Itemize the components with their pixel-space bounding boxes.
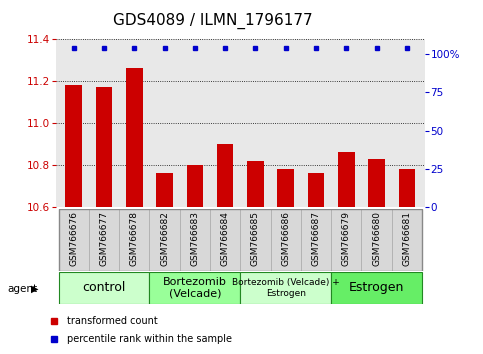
Bar bbox=[149, 272, 241, 304]
Text: GDS4089 / ILMN_1796177: GDS4089 / ILMN_1796177 bbox=[113, 12, 313, 29]
Bar bbox=[308, 173, 325, 207]
Text: agent: agent bbox=[7, 284, 37, 294]
Bar bbox=[338, 153, 355, 207]
Bar bbox=[368, 159, 385, 207]
Bar bbox=[331, 209, 361, 271]
Bar bbox=[398, 169, 415, 207]
Bar bbox=[210, 209, 241, 271]
Bar bbox=[277, 169, 294, 207]
Text: GSM766676: GSM766676 bbox=[69, 211, 78, 266]
Bar bbox=[126, 68, 142, 207]
Text: GSM766679: GSM766679 bbox=[342, 211, 351, 266]
Bar bbox=[58, 209, 89, 271]
Text: Bortezomib (Velcade) +
Estrogen: Bortezomib (Velcade) + Estrogen bbox=[232, 278, 340, 298]
Text: GSM766686: GSM766686 bbox=[281, 211, 290, 266]
Bar bbox=[65, 85, 82, 207]
Bar bbox=[247, 161, 264, 207]
Text: GSM766678: GSM766678 bbox=[130, 211, 139, 266]
Bar bbox=[186, 165, 203, 207]
Text: GSM766685: GSM766685 bbox=[251, 211, 260, 266]
Text: GSM766684: GSM766684 bbox=[221, 211, 229, 266]
Bar bbox=[119, 209, 149, 271]
Bar bbox=[180, 209, 210, 271]
Bar bbox=[241, 272, 331, 304]
Text: Estrogen: Estrogen bbox=[349, 281, 404, 295]
Text: Bortezomib
(Velcade): Bortezomib (Velcade) bbox=[163, 277, 227, 299]
Text: control: control bbox=[82, 281, 126, 295]
Text: GSM766677: GSM766677 bbox=[99, 211, 109, 266]
Bar bbox=[149, 209, 180, 271]
Text: GSM766680: GSM766680 bbox=[372, 211, 381, 266]
Bar bbox=[392, 209, 422, 271]
Text: GSM766687: GSM766687 bbox=[312, 211, 321, 266]
Text: transformed count: transformed count bbox=[67, 316, 157, 326]
Bar bbox=[331, 272, 422, 304]
Bar bbox=[89, 209, 119, 271]
Text: GSM766683: GSM766683 bbox=[190, 211, 199, 266]
Bar bbox=[58, 272, 149, 304]
Bar bbox=[301, 209, 331, 271]
Bar bbox=[156, 173, 173, 207]
Bar bbox=[217, 144, 233, 207]
Text: ▶: ▶ bbox=[31, 284, 39, 294]
Text: GSM766681: GSM766681 bbox=[402, 211, 412, 266]
Text: GSM766682: GSM766682 bbox=[160, 211, 169, 266]
Bar bbox=[361, 209, 392, 271]
Bar bbox=[241, 209, 270, 271]
Text: percentile rank within the sample: percentile rank within the sample bbox=[67, 334, 232, 344]
Bar bbox=[270, 209, 301, 271]
Bar bbox=[96, 87, 113, 207]
